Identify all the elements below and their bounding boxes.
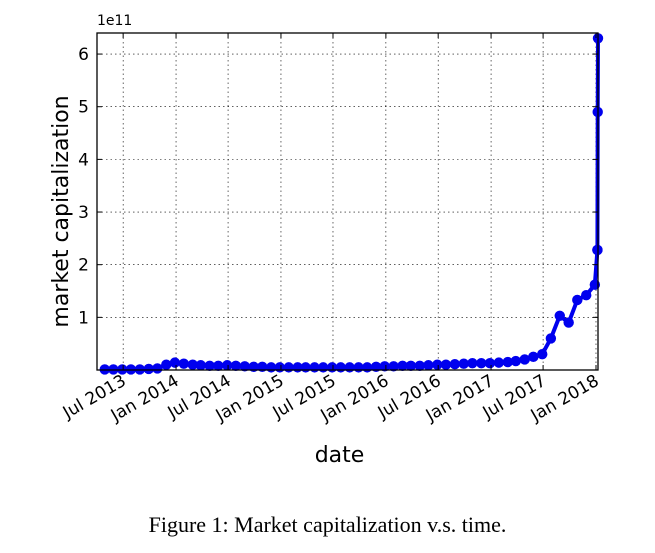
data-point xyxy=(361,362,373,373)
data-point xyxy=(405,360,417,371)
y-tick-label: 2 xyxy=(78,256,89,276)
data-point xyxy=(335,362,346,373)
data-point xyxy=(528,351,539,363)
data-point xyxy=(493,357,505,368)
data-point xyxy=(545,333,557,344)
data-point xyxy=(432,359,443,370)
data-point xyxy=(300,362,311,373)
figure-caption: Figure 1: Market capitalization v.s. tim… xyxy=(148,512,507,537)
data-point xyxy=(344,362,355,373)
data-point xyxy=(239,361,250,372)
data-point xyxy=(161,359,172,370)
series-line-layer xyxy=(104,38,600,372)
y-offset-label: 1e11 xyxy=(97,13,132,29)
series-line xyxy=(104,38,600,372)
data-point xyxy=(204,360,215,371)
plot-frame xyxy=(96,32,599,371)
data-point xyxy=(581,290,592,301)
data-point xyxy=(397,360,408,371)
data-point xyxy=(187,359,198,370)
data-point xyxy=(318,362,329,373)
data-point xyxy=(423,360,434,371)
y-tick-label: 4 xyxy=(78,150,89,170)
data-point xyxy=(467,357,478,369)
data-point xyxy=(440,359,452,370)
data-point xyxy=(572,294,583,306)
data-point xyxy=(388,361,399,372)
y-tick-label: 1 xyxy=(78,308,89,328)
data-point xyxy=(379,361,390,372)
data-point xyxy=(519,354,530,365)
y-axis-label: market capitalization xyxy=(49,95,74,327)
data-point xyxy=(230,360,242,371)
data-point xyxy=(213,360,224,371)
data-point xyxy=(563,317,574,328)
y-tick-label: 6 xyxy=(78,45,89,65)
data-point xyxy=(449,359,461,370)
data-point xyxy=(554,310,565,321)
y-tick-label: 3 xyxy=(78,203,89,223)
data-point xyxy=(510,355,521,367)
grid xyxy=(97,33,598,370)
data-point xyxy=(152,363,163,374)
data-point xyxy=(169,357,181,368)
data-point xyxy=(476,357,487,369)
series-points-layer xyxy=(99,33,604,375)
data-point xyxy=(458,358,469,369)
data-point xyxy=(195,360,206,371)
data-point xyxy=(537,349,548,360)
data-point xyxy=(502,356,513,368)
data-point xyxy=(178,358,190,369)
x-axis-label: date xyxy=(315,443,365,468)
data-point xyxy=(222,360,233,371)
data-point xyxy=(143,363,154,375)
y-tick-label: 5 xyxy=(78,98,89,118)
data-point xyxy=(414,360,425,371)
data-point xyxy=(484,357,496,369)
data-point xyxy=(283,362,294,373)
